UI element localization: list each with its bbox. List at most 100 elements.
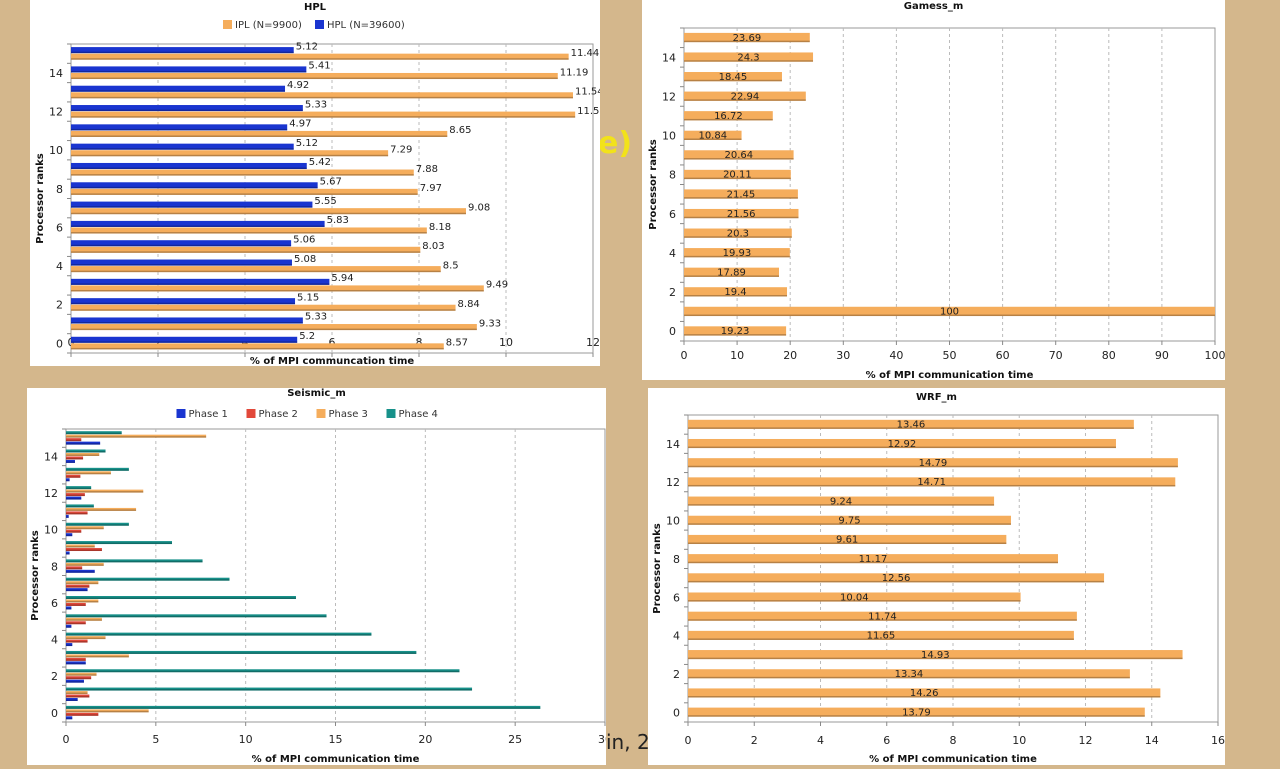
bar-shadow [684,138,742,140]
bar-hpl-rank-9-s1 [71,162,307,170]
bar-shadow [66,634,372,636]
bar-shadow [71,70,307,73]
bar-seismic-rank-12-s2 [66,489,144,493]
bar-hpl-rank-3-s0 [71,285,484,292]
data-label: 5.2 [299,331,315,342]
bar-seismic-rank-4-s0 [66,643,73,647]
bar-seismic-rank-8-s3 [66,559,203,563]
bar-seismic-rank-14-s1 [66,456,84,460]
data-label: 21.45 [727,189,756,200]
bar-shadow [66,589,88,592]
data-label: 14.79 [919,458,948,469]
bar-seismic-rank-3-s1 [66,657,86,661]
bar-seismic-rank-14-s0 [66,459,75,463]
data-label: 24.3 [737,52,759,63]
data-label: 8.03 [422,241,444,252]
bar-shadow [66,582,99,585]
bar-gamess-rank-3 [684,267,779,277]
bar-seismic-rank-9-s2 [66,544,95,548]
bar-shadow [688,561,1059,564]
wrf-chart-svg: WRF_m 0 2 4 6 8 10 12 14 16 0 2 4 6 8 10 12 14 % of MPI co… [652,392,1225,765]
bar-seismic-rank-9-s3 [66,541,173,545]
bar-seismic-rank-11-s0 [66,514,69,518]
x-tick-label: 0 [685,734,692,747]
data-label: 5.15 [297,292,319,303]
bar-shadow [688,638,1074,640]
bar-shadow [66,567,83,570]
bar-seismic-rank-7-s0 [66,588,88,592]
bar-shadow [66,662,86,665]
bar-seismic-rank-11-s3 [66,504,94,508]
legend-label: Phase 1 [189,409,228,420]
bar-seismic-rank-10-s2 [66,526,104,530]
bar-shadow [71,148,294,150]
bar-shadow [684,314,1215,317]
bar-gamess-rank-7 [684,189,798,199]
data-label: 19.93 [723,248,752,259]
bar-shadow [66,644,73,647]
bar-shadow [66,696,90,698]
bar-hpl-rank-1-s1 [71,317,303,324]
bar-hpl-rank-5-s1 [71,240,292,247]
data-label: 21.56 [727,209,756,220]
data-label: 5.41 [308,61,330,72]
x-tick-label: 0 [681,349,688,362]
legend-label: IPL (N=9900) [235,20,302,31]
data-label: 5.08 [294,254,316,265]
bar-shadow [66,710,149,713]
y-tick-label: 14 [44,450,58,463]
y-tick-label: 10 [44,524,58,537]
data-label: 11.65 [867,631,896,642]
x-tick-label: 4 [817,734,824,747]
bar-shadow [66,560,203,563]
data-label: 13.46 [897,420,926,431]
bar-hpl-rank-6-s1 [71,220,325,227]
bar-seismic-rank-3-s0 [66,661,86,665]
bar-seismic-rank-8-s0 [66,569,95,573]
x-tick-label: 20 [783,349,797,362]
x-tick-label: 10 [1012,734,1026,747]
bar-wrf-rank-12 [688,477,1176,487]
chart-title: HPL [304,2,327,13]
bar-shadow [684,177,791,180]
x-tick-label: 2 [751,734,758,747]
data-label: 5.12 [296,41,318,52]
bar-wrf-rank-4 [688,630,1074,640]
bar-seismic-rank-5-s0 [66,624,72,628]
bar-shadow [66,461,75,463]
bar-seismic-rank-1-s0 [66,698,78,701]
bar-seismic-rank-9-s0 [66,551,70,555]
bar-shadow [684,275,779,277]
bar-hpl-rank-0-s1 [71,336,298,343]
bar-seismic-rank-1-s3 [66,687,473,691]
bar-seismic-rank-12-s0 [66,496,82,500]
bar-shadow [66,597,296,599]
y-tick-label: 4 [51,634,58,647]
bar-shadow [71,109,303,112]
bar-hpl-rank-2-s1 [71,298,296,305]
bar-shadow [66,655,129,658]
bar-shadow [688,523,1011,525]
bar-gamess-rank-5 [684,228,792,238]
x-tick-label: 12 [586,336,600,349]
bar-shadow [71,174,414,176]
x-tick-label: 60 [996,349,1010,362]
chart-title: WRF_m [916,392,957,403]
bar-hpl-rank-15-s1 [71,47,294,54]
data-label: 17.89 [717,268,746,279]
bar-shadow [66,677,92,680]
bar-shadow [66,670,460,673]
y-tick-label: 2 [56,299,63,312]
bar-gamess-rank-12 [684,91,806,101]
legend-swatch [176,409,186,418]
bar-seismic-rank-3-s2 [66,654,129,658]
data-label: 7.29 [390,145,412,156]
x-tick-label: 10 [499,336,513,349]
x-tick-label: 50 [943,349,957,362]
bar-seismic-rank-14-s2 [66,452,100,456]
bar-shadow [66,546,95,548]
bar-seismic-rank-6-s1 [66,602,86,606]
bar-hpl-rank-13-s1 [71,85,286,92]
bar-shadow [684,334,787,336]
